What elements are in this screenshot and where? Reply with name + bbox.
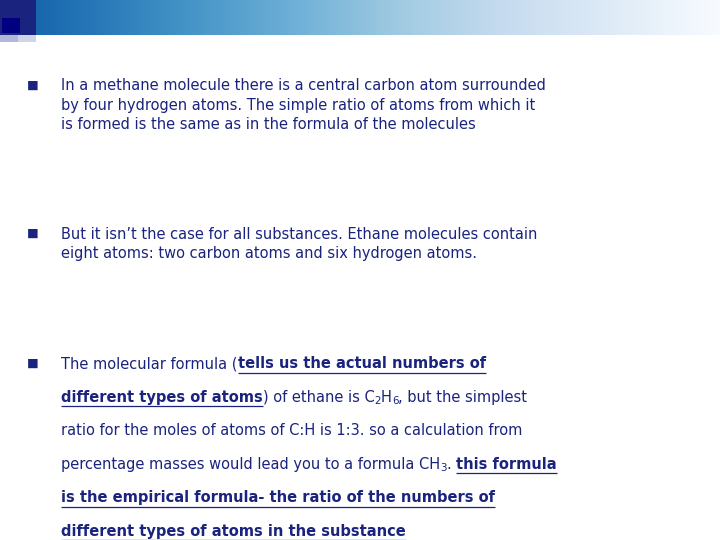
Text: 2: 2 <box>374 396 381 407</box>
Text: ■: ■ <box>27 356 39 369</box>
Text: In a methane molecule there is a central carbon atom surrounded
by four hydrogen: In a methane molecule there is a central… <box>61 78 546 132</box>
Text: percentage masses would lead you to a formula CH: percentage masses would lead you to a fo… <box>61 457 441 472</box>
Text: 3: 3 <box>441 463 447 474</box>
Bar <box>2 18 20 33</box>
Text: ) of ethane is C: ) of ethane is C <box>263 390 374 405</box>
Text: different types of atoms: different types of atoms <box>61 390 263 405</box>
Text: is the empirical formula- the ratio of the numbers of: is the empirical formula- the ratio of t… <box>61 490 495 505</box>
Text: .: . <box>447 457 456 472</box>
Text: tells us the actual numbers of: tells us the actual numbers of <box>238 356 486 372</box>
Text: 6: 6 <box>392 396 398 407</box>
Text: The molecular formula (: The molecular formula ( <box>61 356 238 372</box>
Bar <box>0 0 36 35</box>
Text: this formula: this formula <box>456 457 557 472</box>
Text: ■: ■ <box>27 78 39 91</box>
Bar <box>0 35 18 42</box>
Text: ratio for the moles of atoms of C:H is 1:3. so a calculation from: ratio for the moles of atoms of C:H is 1… <box>61 423 523 438</box>
Text: , but the simplest: , but the simplest <box>398 390 528 405</box>
Text: H: H <box>381 390 392 405</box>
Text: But it isn’t the case for all substances. Ethane molecules contain
eight atoms: : But it isn’t the case for all substances… <box>61 227 538 261</box>
Bar <box>18 35 36 42</box>
Text: ■: ■ <box>27 227 39 240</box>
Text: different types of atoms in the substance: different types of atoms in the substanc… <box>61 524 406 539</box>
